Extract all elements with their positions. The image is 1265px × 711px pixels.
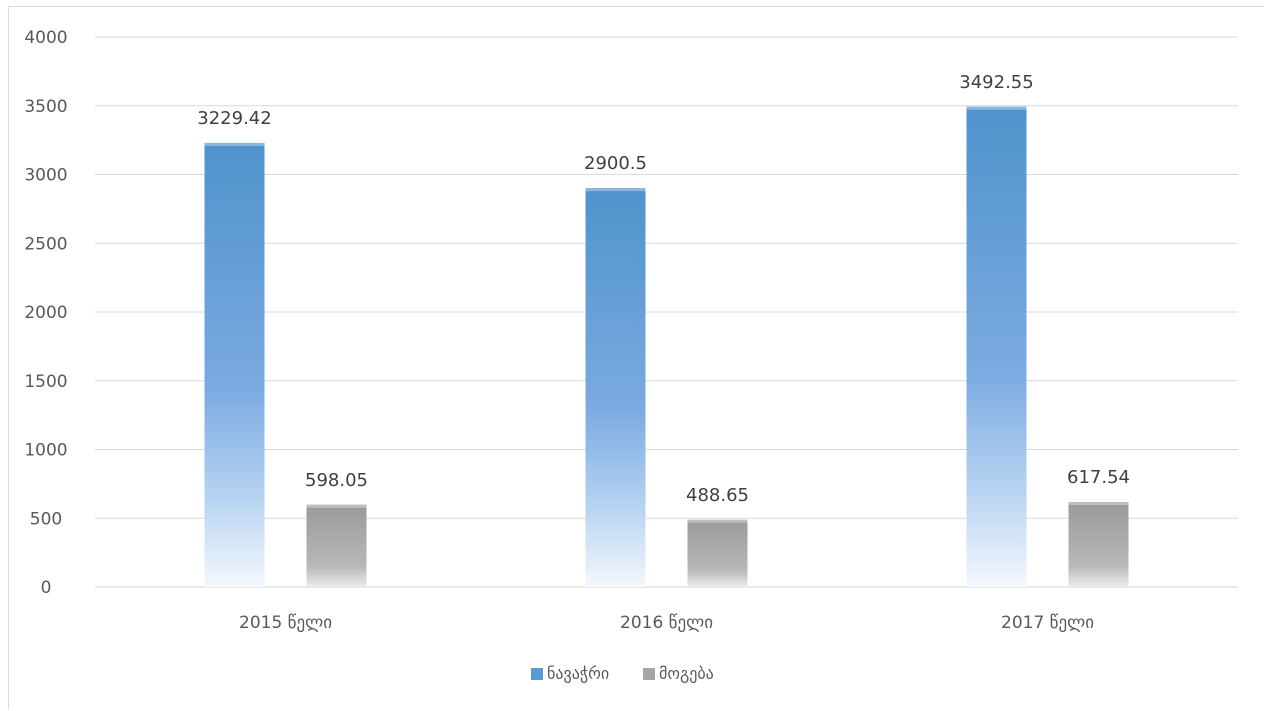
y-tick-label: 2000 — [24, 303, 67, 323]
bar-top-edge — [586, 188, 646, 191]
bar-top-edge — [307, 505, 367, 508]
bar-mogeba — [307, 505, 367, 587]
x-tick-label: 2015 წელი — [239, 613, 332, 633]
y-tick-label: 3500 — [24, 97, 67, 117]
bar-top-edge — [967, 107, 1027, 110]
y-tick-label: 500 — [30, 509, 62, 529]
bar-navachri — [586, 188, 646, 587]
x-tick-label: 2017 წელი — [1001, 613, 1094, 633]
y-tick-label: 3000 — [24, 166, 67, 186]
x-axis: 2015 წელი 2016 წელი 2017 წელი — [239, 613, 1094, 633]
data-label: 3492.55 — [959, 72, 1033, 93]
y-tick-label: 2500 — [24, 234, 67, 254]
data-label: 598.05 — [305, 470, 368, 491]
data-label: 2900.5 — [584, 153, 647, 174]
bar-top-edge — [205, 143, 265, 146]
y-tick-label: 1000 — [24, 441, 67, 461]
legend-label: ნავაჭრი — [547, 664, 609, 683]
legend-label: მოგება — [659, 664, 714, 683]
bar-top-edge — [688, 520, 748, 523]
bar-top-edge — [1069, 502, 1129, 505]
y-tick-label: 0 — [41, 578, 52, 598]
data-label: 617.54 — [1067, 467, 1130, 488]
bar-mogeba — [688, 520, 748, 587]
bar-mogeba — [1069, 502, 1129, 587]
bar-navachri — [967, 107, 1027, 587]
y-axis: 0 500 1000 1500 2000 2500 3000 3500 4000 — [24, 28, 67, 598]
x-tick-label: 2016 წელი — [620, 613, 713, 633]
data-label: 488.65 — [686, 485, 749, 506]
legend-swatch-mogeba — [643, 668, 655, 680]
legend-swatch-navachri — [531, 668, 543, 680]
y-tick-label: 1500 — [24, 372, 67, 392]
legend: ნავაჭრი მოგება — [531, 664, 714, 683]
bars — [205, 107, 1129, 587]
y-tick-label: 4000 — [24, 28, 67, 48]
bar-navachri — [205, 143, 265, 587]
data-label: 3229.42 — [197, 108, 271, 129]
